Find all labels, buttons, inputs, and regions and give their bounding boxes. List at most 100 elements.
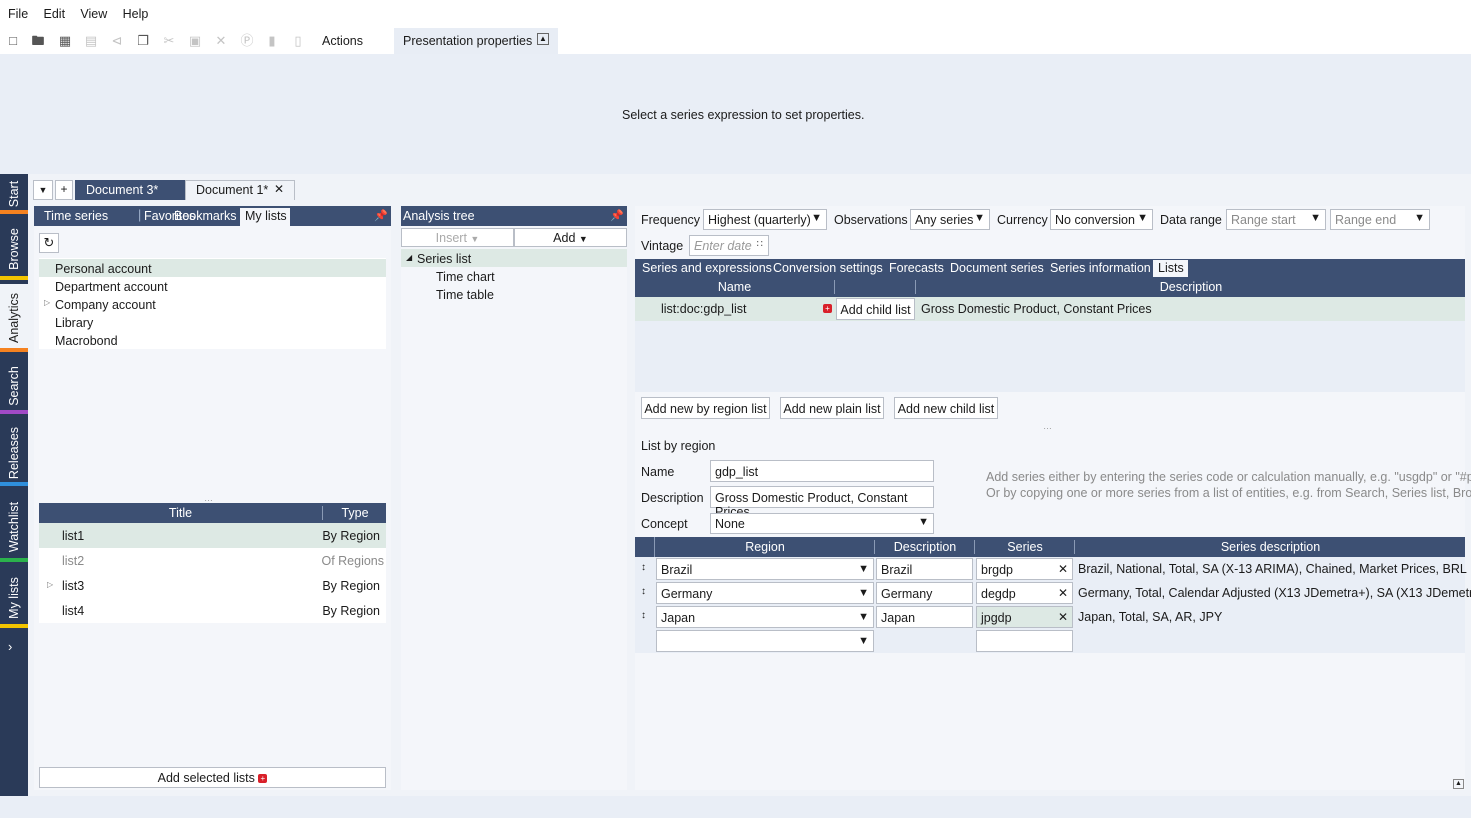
tab-my-lists[interactable]: My lists	[240, 208, 290, 226]
close-tab-icon[interactable]: ✕	[274, 182, 285, 196]
sidebar-tab-search[interactable]: Search	[0, 358, 28, 414]
col-region[interactable]: Region	[656, 540, 875, 554]
copy-icon[interactable]: ❐	[137, 33, 149, 48]
table-row[interactable]: list:doc:gdp_list + Add child list Gross…	[635, 297, 1465, 321]
add-child-list-button-bottom[interactable]: Add new child list	[894, 397, 998, 419]
clear-icon[interactable]: ✕	[1057, 586, 1068, 600]
vintage-date-input[interactable]: Enter date ∷	[689, 235, 769, 256]
scroll-up-icon[interactable]: ▲	[1453, 779, 1464, 789]
cut-icon[interactable]: ✂	[163, 33, 175, 48]
share-icon[interactable]: ⊲	[111, 33, 123, 48]
new-tab-icon[interactable]: +	[55, 180, 73, 200]
add-selected-lists-button[interactable]: Add selected lists +	[39, 767, 386, 788]
sidebar-tab-browse[interactable]: Browse	[0, 218, 28, 280]
pin-icon[interactable]: 📌	[610, 210, 624, 222]
print-icon[interactable]: ▤	[84, 33, 98, 48]
tab-series-and-expressions[interactable]: Series and expressions	[642, 261, 772, 275]
menu-help[interactable]: Help	[122, 7, 149, 21]
table-icon[interactable]: ▯	[294, 33, 302, 48]
clear-icon[interactable]: ✕	[1057, 562, 1068, 576]
add-button[interactable]: Add ▼	[514, 228, 627, 247]
sidebar-tab-watchlist[interactable]: Watchlist	[0, 492, 28, 562]
table-row[interactable]: list2 Of Regions	[62, 554, 384, 568]
col-series-description[interactable]: Series description	[1220, 540, 1321, 554]
chart-icon[interactable]: ▮	[268, 33, 276, 48]
collapse-tree-icon[interactable]: ◢	[406, 253, 413, 262]
actions-menu[interactable]: Actions	[322, 34, 363, 48]
currency-select[interactable]: No conversion ▼	[1050, 209, 1153, 230]
add-child-list-button[interactable]: Add child list	[836, 298, 915, 320]
table-row[interactable]: ↕ Japan ▼ Japan jpgdp ✕ Japan, Total, SA, …	[635, 605, 1465, 629]
tab-lists[interactable]: Lists	[1153, 260, 1188, 277]
tree-department-account[interactable]: Department account	[55, 280, 168, 294]
region-select[interactable]: Germany ▼	[656, 582, 874, 604]
concept-select[interactable]: None ▼	[710, 513, 934, 534]
calendar-icon[interactable]: ∷	[756, 239, 763, 250]
paste-icon[interactable]: ▣	[188, 33, 202, 48]
expand-sidebar-icon[interactable]: ›	[8, 639, 13, 654]
open-folder-icon[interactable]: 🖿	[31, 33, 45, 48]
menu-file[interactable]: File	[8, 7, 29, 21]
col-row-description[interactable]: Description	[876, 540, 975, 554]
expand-icon[interactable]: ▷	[47, 580, 54, 589]
sidebar-tab-analytics[interactable]: Analytics	[0, 284, 28, 352]
tree-time-table[interactable]: Time table	[436, 288, 494, 302]
new-document-icon[interactable]: □	[9, 33, 17, 48]
tabs-dropdown-icon[interactable]: ▼	[33, 180, 53, 200]
presentation-properties-tab[interactable]: Presentation properties ▲	[394, 28, 558, 54]
range-end-select[interactable]: Range end ▼	[1330, 209, 1430, 230]
tree-macrobond[interactable]: Macrobond	[55, 334, 118, 348]
splitter-handle[interactable]: …	[204, 493, 213, 503]
tab-document-1[interactable]: Document 1* ✕	[185, 180, 295, 200]
table-row[interactable]: ↕ Brazil ▼ Brazil brgdp ✕ Brazil, National…	[635, 557, 1467, 581]
expand-icon[interactable]: ▷	[44, 298, 51, 307]
region-select[interactable]: Japan ▼	[656, 606, 874, 628]
row-description-input[interactable]: Germany	[876, 582, 973, 604]
series-code-input[interactable]: brgdp ✕	[976, 558, 1073, 580]
col-description[interactable]: Description	[1159, 280, 1223, 294]
tab-document-series[interactable]: Document series	[950, 261, 1044, 275]
region-select[interactable]: ▼	[656, 630, 874, 652]
frequency-select[interactable]: Highest (quarterly) ▼	[703, 209, 827, 230]
save-icon[interactable]: ▦	[58, 33, 72, 48]
menu-view[interactable]: View	[80, 7, 108, 21]
tab-time-series[interactable]: Time series	[44, 209, 109, 223]
row-description-input[interactable]: Brazil	[876, 558, 973, 580]
table-row[interactable]: ▼	[635, 629, 1465, 653]
splitter-handle[interactable]: …	[1043, 421, 1052, 431]
series-code-input[interactable]	[976, 630, 1073, 652]
row-description-input[interactable]: Japan	[876, 606, 973, 628]
tab-favorites[interactable]: Favorites	[144, 209, 196, 223]
presentation-icon[interactable]: Ⓟ	[240, 33, 254, 48]
observations-select[interactable]: Any series ▼	[910, 209, 990, 230]
remove-icon[interactable]: +	[823, 304, 832, 313]
tree-personal-account[interactable]: Personal account	[55, 262, 152, 276]
col-title[interactable]: Title	[39, 506, 323, 520]
tab-conversion-settings[interactable]: Conversion settings	[773, 261, 883, 275]
table-row[interactable]: ↕ Germany ▼ Germany degdp ✕ Germany, Total…	[635, 581, 1471, 605]
sidebar-tab-releases[interactable]: Releases	[0, 420, 28, 486]
sidebar-tab-start[interactable]: Start	[0, 174, 28, 214]
pin-icon[interactable]: 📌	[374, 210, 388, 222]
range-start-select[interactable]: Range start ▼	[1226, 209, 1326, 230]
list-description-input[interactable]: Gross Domestic Product, Constant Prices	[710, 486, 934, 519]
tab-series-information[interactable]: Series information	[1050, 261, 1151, 275]
tab-forecasts[interactable]: Forecasts	[889, 261, 944, 275]
table-row[interactable]: list4 By Region	[62, 604, 380, 618]
drag-handle-icon[interactable]: ↕	[641, 610, 646, 621]
tree-company-account[interactable]: Company account	[55, 298, 156, 312]
refresh-icon[interactable]: ↻	[39, 233, 59, 253]
tree-series-list[interactable]: Series list	[417, 252, 472, 266]
series-code-input[interactable]: jpgdp ✕	[976, 606, 1073, 628]
col-name[interactable]: Name	[635, 280, 835, 294]
tree-library[interactable]: Library	[55, 316, 94, 330]
tree-time-chart[interactable]: Time chart	[436, 270, 495, 284]
table-row[interactable]: ▷ list3 By Region	[47, 579, 380, 593]
tab-document-3[interactable]: Document 3*	[75, 180, 185, 200]
drag-handle-icon[interactable]: ↕	[641, 586, 646, 597]
series-code-input[interactable]: degdp ✕	[976, 582, 1073, 604]
col-series[interactable]: Series	[976, 540, 1075, 554]
insert-button[interactable]: Insert ▼	[401, 228, 514, 247]
add-by-region-list-button[interactable]: Add new by region list	[641, 397, 770, 419]
add-plain-list-button[interactable]: Add new plain list	[780, 397, 884, 419]
